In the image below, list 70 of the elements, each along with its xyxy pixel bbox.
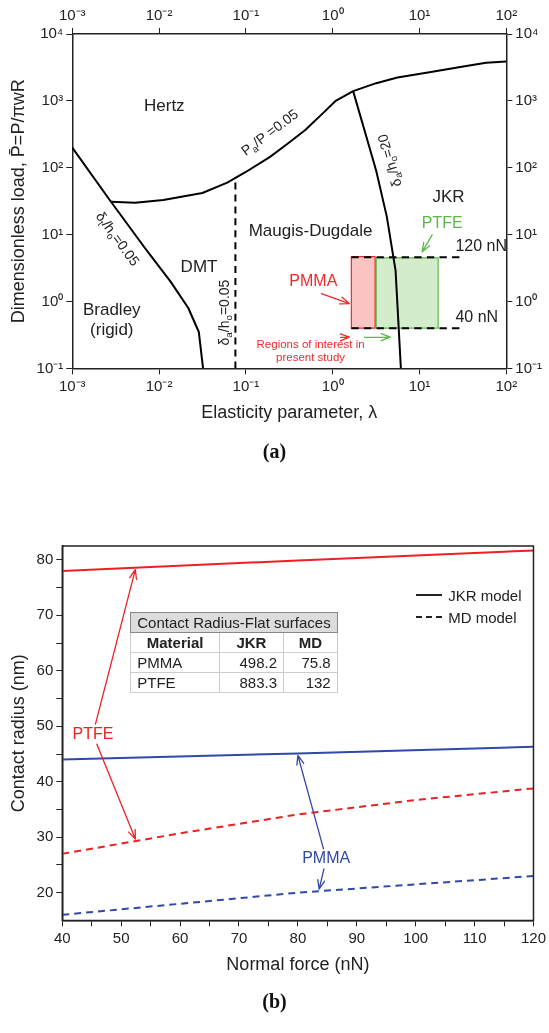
annotation: Contact Radius-Flat surfaces xyxy=(130,612,338,633)
series-label: PMMA xyxy=(289,272,338,290)
y-tick-label: 20 xyxy=(36,882,54,900)
x-tick-label: 100 xyxy=(403,928,429,946)
y-tick-label: 70 xyxy=(36,605,54,623)
x-tick-label: 10² xyxy=(495,376,518,394)
annotation: JKR model xyxy=(448,586,522,604)
annotation: 498.2 xyxy=(219,652,284,673)
annotation: MD model xyxy=(448,608,517,626)
y-tick-label: 60 xyxy=(36,660,54,678)
x-tick-label: 10¹ xyxy=(408,376,431,394)
text: 10² xyxy=(515,157,538,175)
x-tick-label: 10⁻¹ xyxy=(232,376,260,394)
text: 10⁻³ xyxy=(58,6,86,24)
annotation: Bradley (rigid) xyxy=(82,300,142,340)
y-tick-label: 10⁻¹ xyxy=(36,358,64,376)
annotation: Hertz xyxy=(143,95,185,115)
y-tick-label: 10³ xyxy=(41,91,64,109)
x-tick-label: 110 xyxy=(462,928,487,946)
annotation: Regions of interest in present study xyxy=(256,337,365,364)
series-label: PTFE xyxy=(421,214,463,232)
annotation: JKR xyxy=(219,632,284,653)
y-tick-label: 30 xyxy=(36,827,54,845)
annotation: PMMA xyxy=(130,652,220,673)
y-axis-title: Dimensionless load, P̄=P/πwR xyxy=(7,79,28,324)
text: 10⁴ xyxy=(515,24,539,42)
text: 10⁰ xyxy=(321,6,344,24)
series-label: 120 nN xyxy=(455,236,507,254)
x-tick-label: 120 xyxy=(520,928,546,946)
annotation: DMT xyxy=(180,257,218,277)
x-tick-label: 10⁻² xyxy=(145,376,173,394)
text: PMMA xyxy=(302,849,351,867)
x-tick-label: 50 xyxy=(112,928,130,946)
y-tick-label: 50 xyxy=(36,716,54,734)
text: 10⁰ xyxy=(515,291,538,309)
text: 10³ xyxy=(515,91,538,109)
annotation: JKR xyxy=(432,187,465,207)
text: PTFE xyxy=(72,724,114,742)
annotation: Maugis-Dugdale xyxy=(248,220,373,240)
text: 10⁻² xyxy=(145,6,173,24)
text: 10² xyxy=(495,6,518,24)
y-tick-label: 40 xyxy=(36,771,54,789)
y-axis-title: Contact radius (nm) xyxy=(7,654,28,813)
annotation: MD xyxy=(283,632,338,653)
x-tick-label: 10⁻³ xyxy=(58,376,86,394)
y-tick-label: 10² xyxy=(41,157,64,175)
x-tick-label: 10⁰ xyxy=(321,376,344,394)
x-tick-label: 70 xyxy=(230,928,248,946)
annotation: Material xyxy=(130,632,220,653)
text: (b) xyxy=(261,990,288,1013)
y-tick-label: 10⁰ xyxy=(41,291,64,309)
x-axis-title: Normal force (nN) xyxy=(226,954,370,975)
y-tick-label: 80 xyxy=(36,550,54,568)
annotation: 132 xyxy=(283,672,338,693)
annotation: PTFE xyxy=(130,672,220,693)
text: 10¹ xyxy=(515,224,538,242)
text: 10⁻¹ xyxy=(515,358,543,376)
text: 10¹ xyxy=(408,6,431,24)
x-tick-label: 80 xyxy=(289,928,307,946)
text: (a) xyxy=(261,440,288,463)
y-tick-label: 10¹ xyxy=(41,224,64,242)
series-label: 40 nN xyxy=(455,307,499,325)
x-tick-label: 60 xyxy=(171,928,189,946)
x-axis-title: Elasticity parameter, λ xyxy=(201,402,378,423)
annotation: δa/ho=20 xyxy=(374,132,405,189)
y-tick-label: 10⁴ xyxy=(40,24,64,42)
text: 10⁻¹ xyxy=(232,6,260,24)
annotation: 883.3 xyxy=(219,672,284,693)
annotation: 75.8 xyxy=(283,652,338,673)
x-tick-label: 90 xyxy=(348,928,366,946)
